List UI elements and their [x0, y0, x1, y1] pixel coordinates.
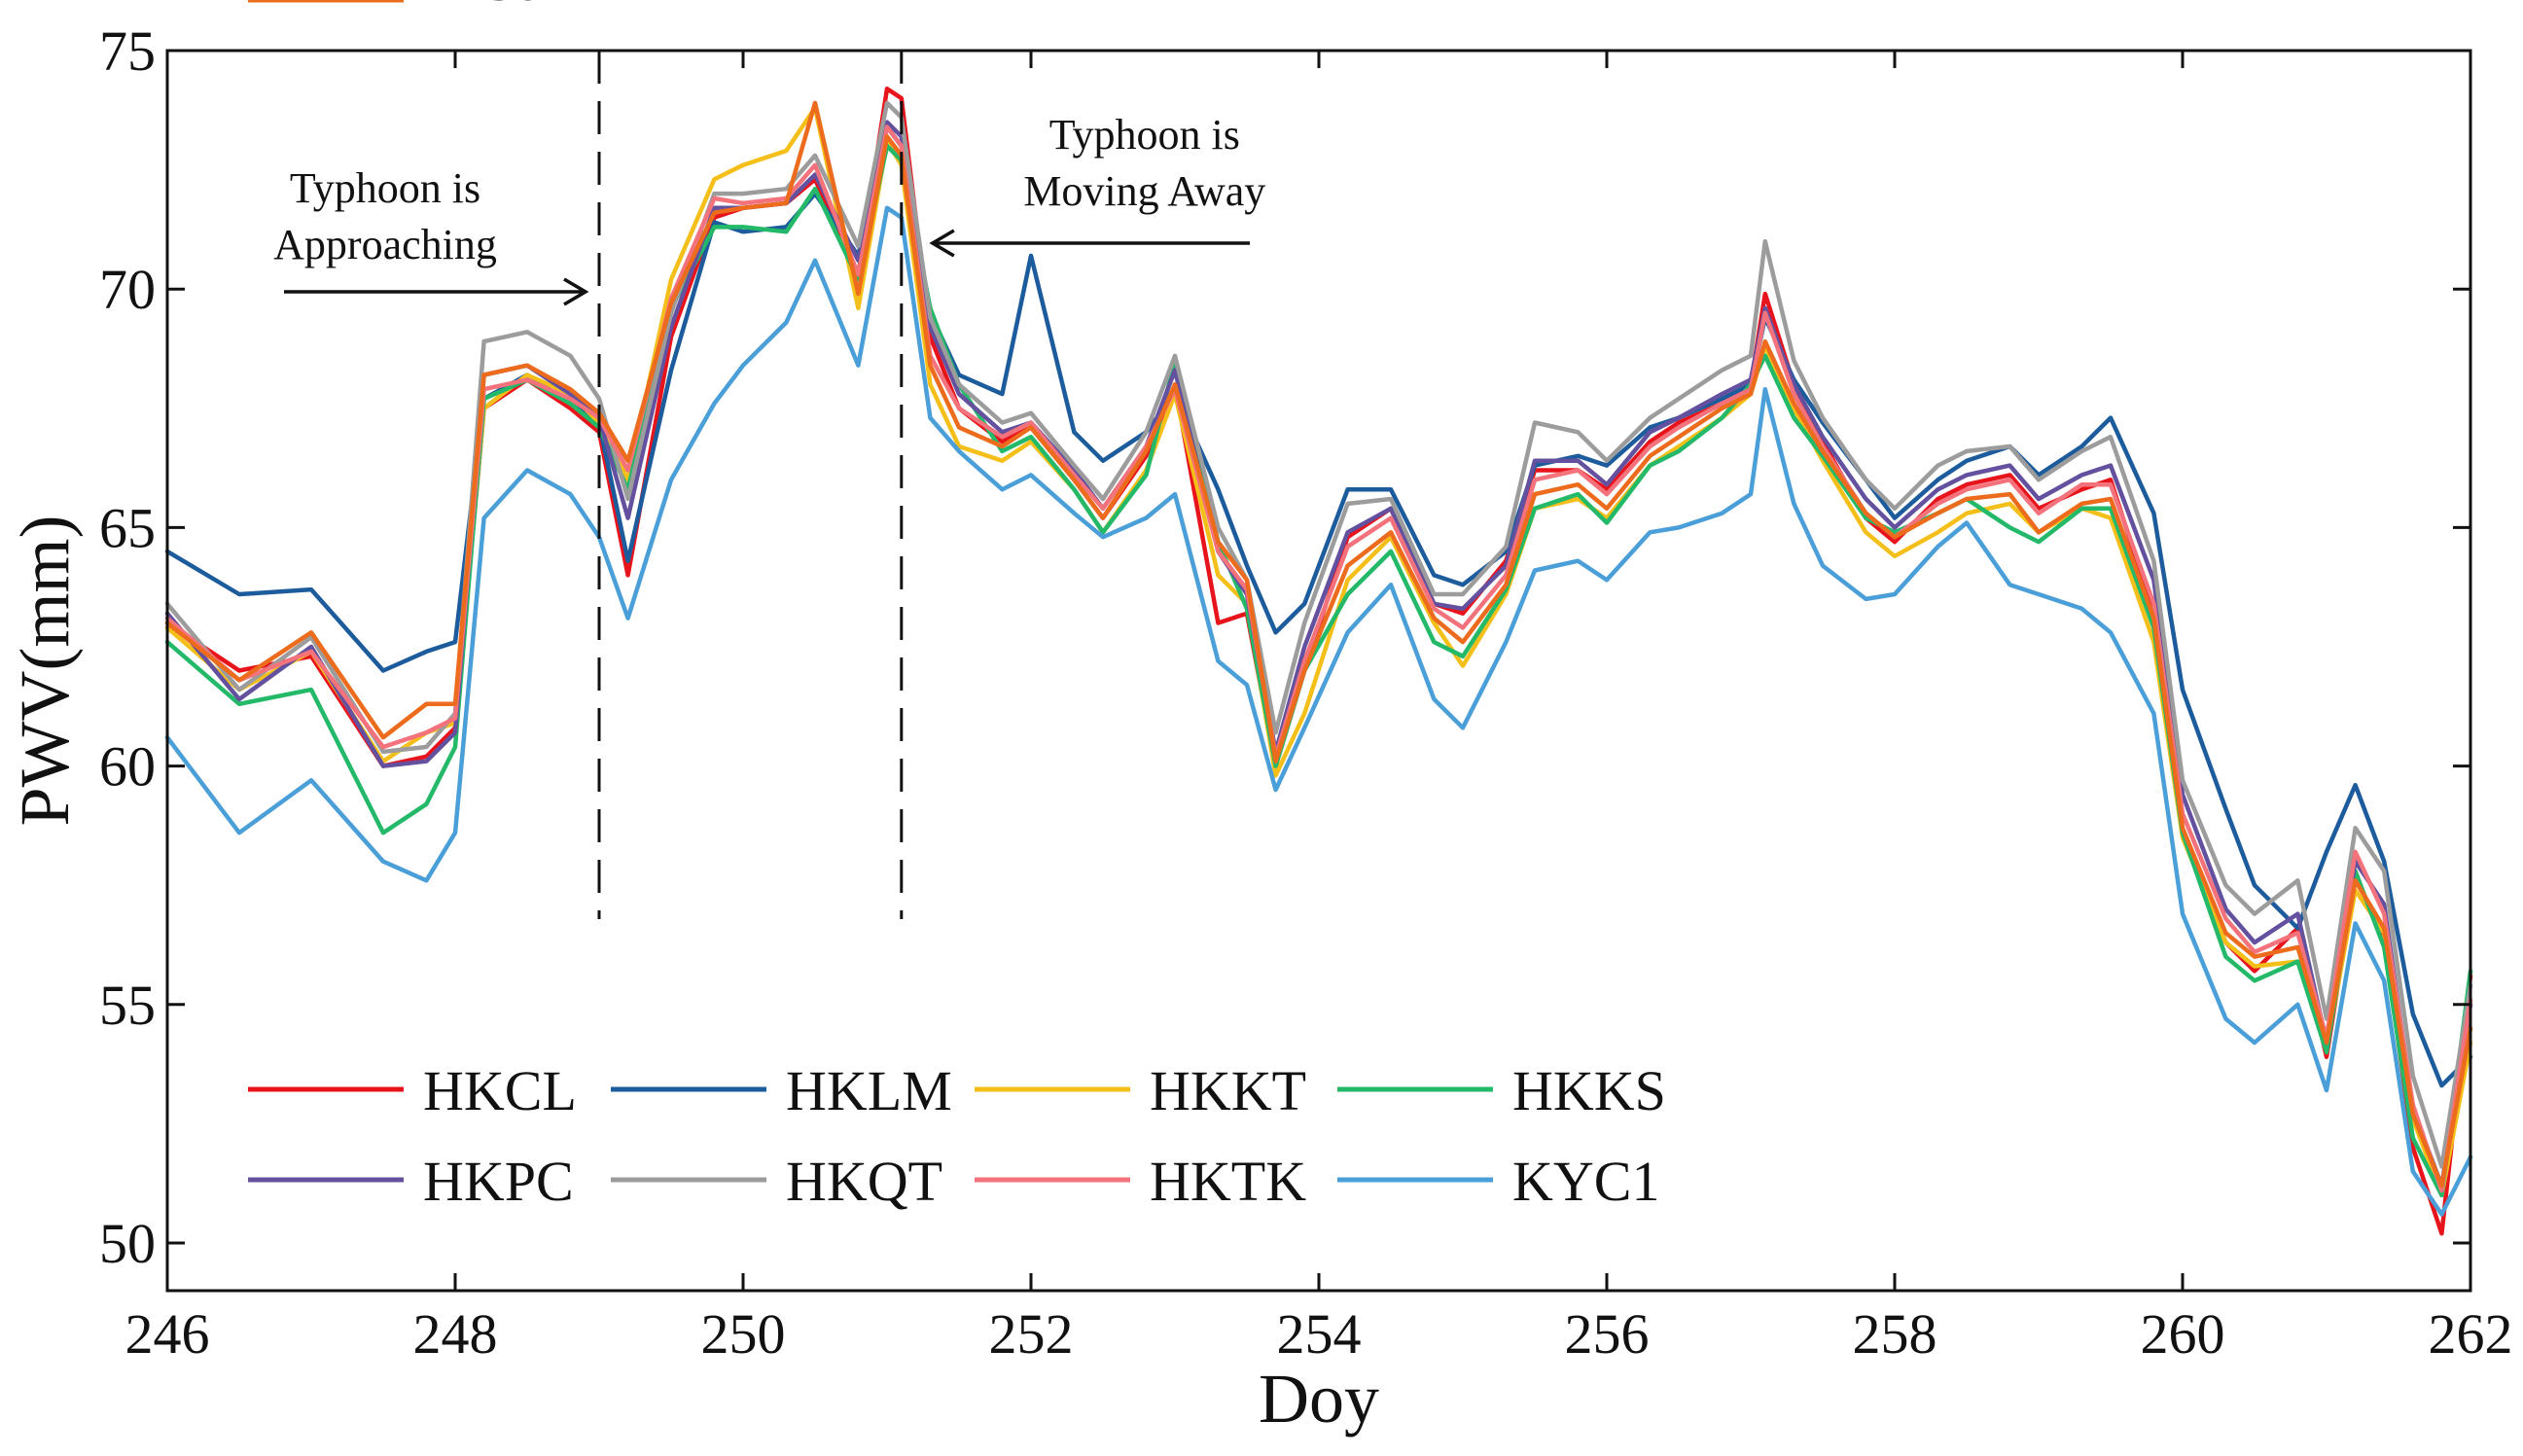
arrow-head	[929, 229, 955, 258]
x-tick-label: 258	[1853, 1302, 1937, 1366]
series-line-hkpc	[164, 120, 2473, 1189]
moving-away-arrow-icon	[929, 229, 1250, 258]
series-layer	[164, 86, 2473, 1236]
x-tick-label: 254	[1277, 1302, 1362, 1366]
arrow-head	[563, 277, 589, 306]
legend-label-hkqt: HKQT	[786, 1150, 942, 1213]
legend-label-hkcl: HKCL	[423, 1059, 577, 1122]
y-tick-label: 50	[99, 1212, 156, 1275]
legend-label-hktk: HKTK	[1150, 1150, 1306, 1213]
legend-label-hkpc: HKPC	[423, 1150, 574, 1213]
y-tick-label: 70	[99, 258, 156, 321]
series-line-kyc1	[164, 205, 2473, 1217]
x-tick-label: 252	[989, 1302, 1074, 1366]
y-tick-label: 60	[99, 735, 156, 799]
series-line-hkkt	[164, 105, 2473, 1198]
y-tick-label: 55	[99, 974, 156, 1037]
legend-label-hkkt: HKKT	[1150, 1059, 1306, 1122]
x-tick-label: 246	[125, 1302, 210, 1366]
y-tick-label: 75	[99, 19, 156, 83]
moving-away-label-line1: Typhoon is	[1049, 111, 1240, 159]
legend: HKCL HKLM HKKT HKKS HKPC HKQT HKTK KYC1 T430	[248, 0, 1666, 1213]
approaching-label-line1: Typhoon is	[290, 164, 480, 212]
legend-label-hkks: HKKS	[1512, 1059, 1666, 1122]
legend-label-hklm: HKLM	[786, 1059, 952, 1122]
x-tick-label: 248	[413, 1302, 498, 1366]
approaching-label-line2: Approaching	[273, 221, 497, 268]
series-line-t430	[164, 100, 2473, 1189]
x-tick-label: 256	[1565, 1302, 1650, 1366]
x-axis-title: Doy	[1259, 1360, 1379, 1438]
y-tick-label: 65	[99, 496, 156, 559]
y-axis-title: PWV(mm)	[6, 515, 84, 827]
axis-layer: 246 248 250 252 254 256 258 260 262 50 55 60 65 70 75	[99, 19, 2513, 1366]
legend-label-kyc1: KYC1	[1512, 1150, 1659, 1213]
series-line-hkqt	[164, 100, 2473, 1169]
moving-away-label-line2: Moving Away	[1023, 167, 1265, 215]
series-line-hklm	[164, 124, 2473, 1088]
marker-layer: Typhoon is Approaching Typhoon is Moving…	[273, 51, 1265, 919]
legend-label-t430: T430	[423, 0, 542, 13]
x-tick-label: 260	[2141, 1302, 2225, 1366]
approaching-arrow-icon	[284, 277, 589, 306]
x-tick-label: 250	[701, 1302, 786, 1366]
x-tick-label: 262	[2429, 1302, 2513, 1366]
